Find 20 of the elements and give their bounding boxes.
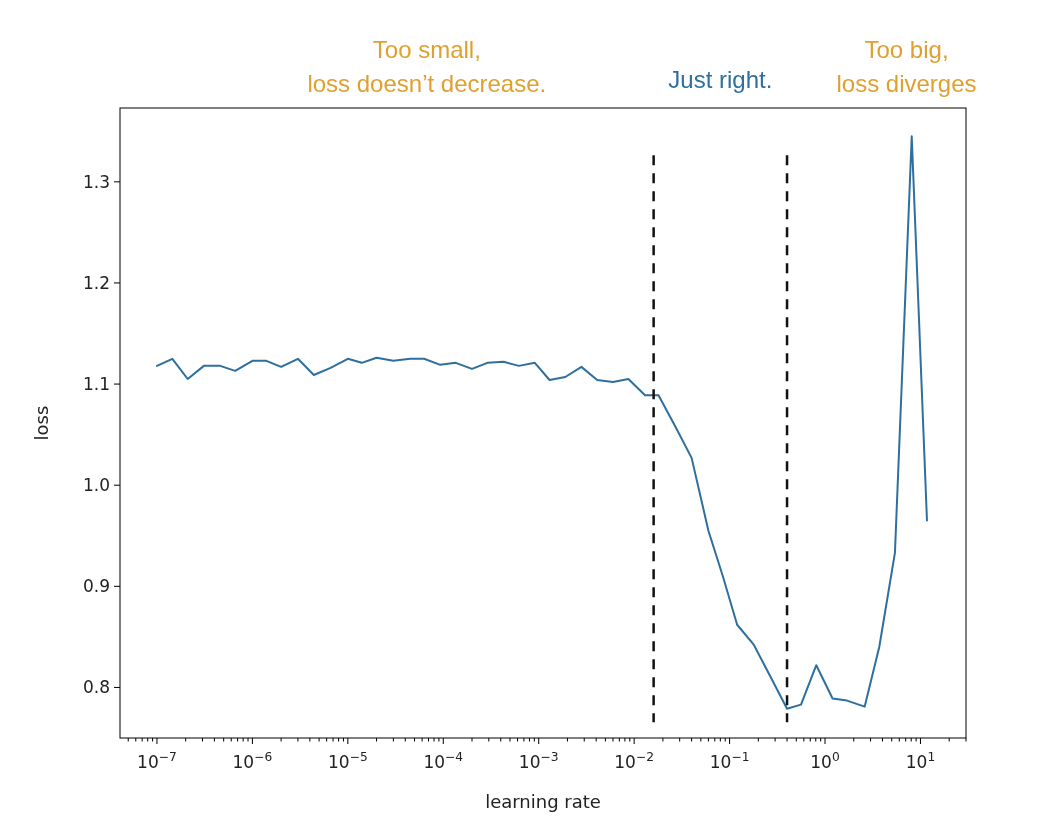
- x-tick-label: 10$^{−2}$: [614, 750, 654, 772]
- y-tick-label: 1.0: [82, 475, 110, 496]
- y-tick-label: 0.8: [82, 677, 110, 698]
- text: Too big, loss diverges: [836, 36, 977, 97]
- x-tick-label: 10$^{0}$: [810, 750, 840, 772]
- x-tick-label: 10$^{1}$: [905, 750, 936, 772]
- y-tick-label: 1.3: [82, 171, 110, 192]
- x-tick-label: 10$^{−4}$: [423, 750, 464, 772]
- x-axis-title: learning rate: [485, 791, 601, 812]
- x-tick-label: 10$^{−7}$: [137, 750, 177, 772]
- y-tick-label: 1.1: [82, 374, 110, 395]
- text: Just right.: [668, 66, 773, 93]
- y-tick-label: 1.2: [82, 272, 110, 293]
- y-axis-title: loss: [31, 405, 52, 441]
- text: Too small, loss doesn’t decrease.: [307, 36, 547, 97]
- y-tick-label: 0.9: [82, 576, 110, 597]
- x-tick-label: 10$^{−3}$: [518, 750, 559, 772]
- x-tick-label: 10$^{−5}$: [327, 750, 368, 772]
- x-tick-label: 10$^{−1}$: [709, 750, 750, 772]
- x-tick-label: 10$^{−6}$: [232, 750, 273, 772]
